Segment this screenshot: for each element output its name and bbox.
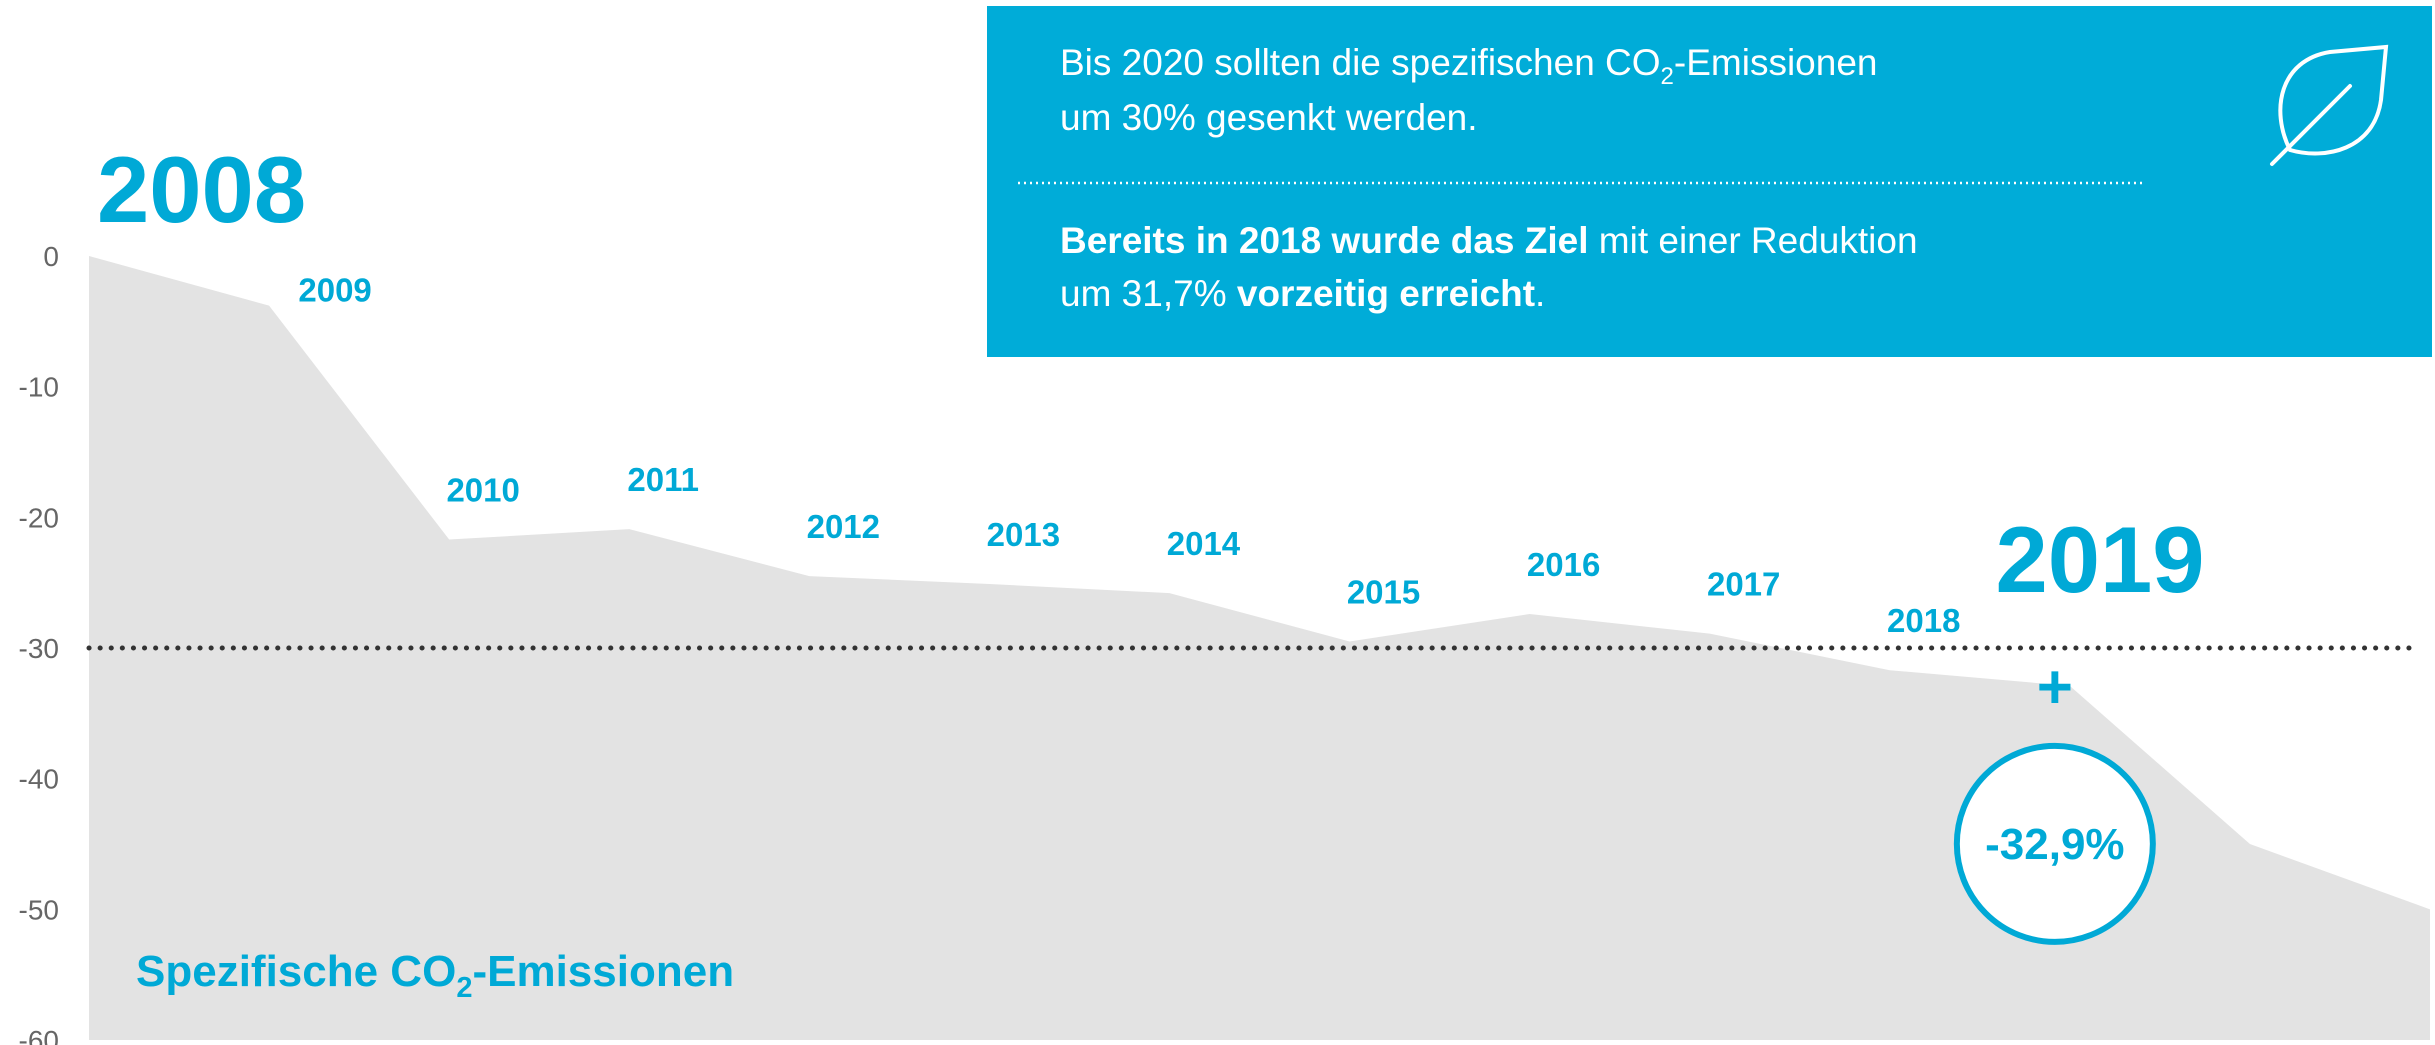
leaf-icon xyxy=(2270,44,2389,166)
highlight-marker: + xyxy=(2037,653,2073,722)
area xyxy=(89,256,2430,1040)
year-label: 2011 xyxy=(627,461,699,498)
info-line: Bereits in 2018 wurde das Ziel mit einer… xyxy=(1060,220,1918,261)
y-tick-label: -60 xyxy=(19,1025,59,1045)
year-label-big: 2019 xyxy=(1995,507,2204,612)
info-text: mit einer Reduktion xyxy=(1589,220,1918,261)
year-label: 2013 xyxy=(987,516,1060,553)
y-tick-label: -20 xyxy=(19,502,59,533)
y-tick-label: -50 xyxy=(19,894,59,925)
info-line: um 30% gesenkt werden. xyxy=(1060,97,1478,138)
year-label: 2018 xyxy=(1887,602,1960,639)
y-tick-label: 0 xyxy=(43,241,59,272)
value-label: -32,9% xyxy=(1985,820,2124,869)
y-tick-label: -10 xyxy=(19,372,59,403)
series-label: Spezifische CO2-Emissionen xyxy=(136,947,734,1004)
series-label-text: Spezifische CO xyxy=(136,947,456,996)
info-text: . xyxy=(1535,273,1545,314)
y-tick-label: -30 xyxy=(19,633,59,664)
year-label: 2010 xyxy=(446,472,519,509)
info-text: um 31,7% xyxy=(1060,273,1237,314)
info-text: Bereits in 2018 wurde das Ziel xyxy=(1060,220,1589,261)
series-label-text: -Emissionen xyxy=(472,947,734,996)
info-line: Bis 2020 sollten die spezifischen CO2-Em… xyxy=(1060,42,1877,90)
year-label: 2012 xyxy=(807,508,880,545)
year-label: 2009 xyxy=(298,272,371,309)
y-tick-label: -40 xyxy=(19,764,59,795)
info-text: -Emissionen xyxy=(1674,42,1878,83)
plot-area xyxy=(89,256,2430,1040)
info-text: vorzeitig erreicht xyxy=(1237,273,1535,314)
value-badge xyxy=(1953,742,2156,945)
info-box xyxy=(987,6,2432,357)
year-label: 2017 xyxy=(1707,566,1780,603)
year-label: 2014 xyxy=(1167,525,1241,562)
year-label-big: 2008 xyxy=(97,137,306,242)
year-label: 2015 xyxy=(1347,573,1420,610)
year-label: 2016 xyxy=(1527,546,1600,583)
info-subscript: 2 xyxy=(1661,63,1674,90)
info-text: Bis 2020 sollten die spezifischen CO xyxy=(1060,42,1661,83)
info-line: um 31,7% vorzeitig erreicht. xyxy=(1060,273,1545,314)
series-label-subscript: 2 xyxy=(456,972,472,1004)
